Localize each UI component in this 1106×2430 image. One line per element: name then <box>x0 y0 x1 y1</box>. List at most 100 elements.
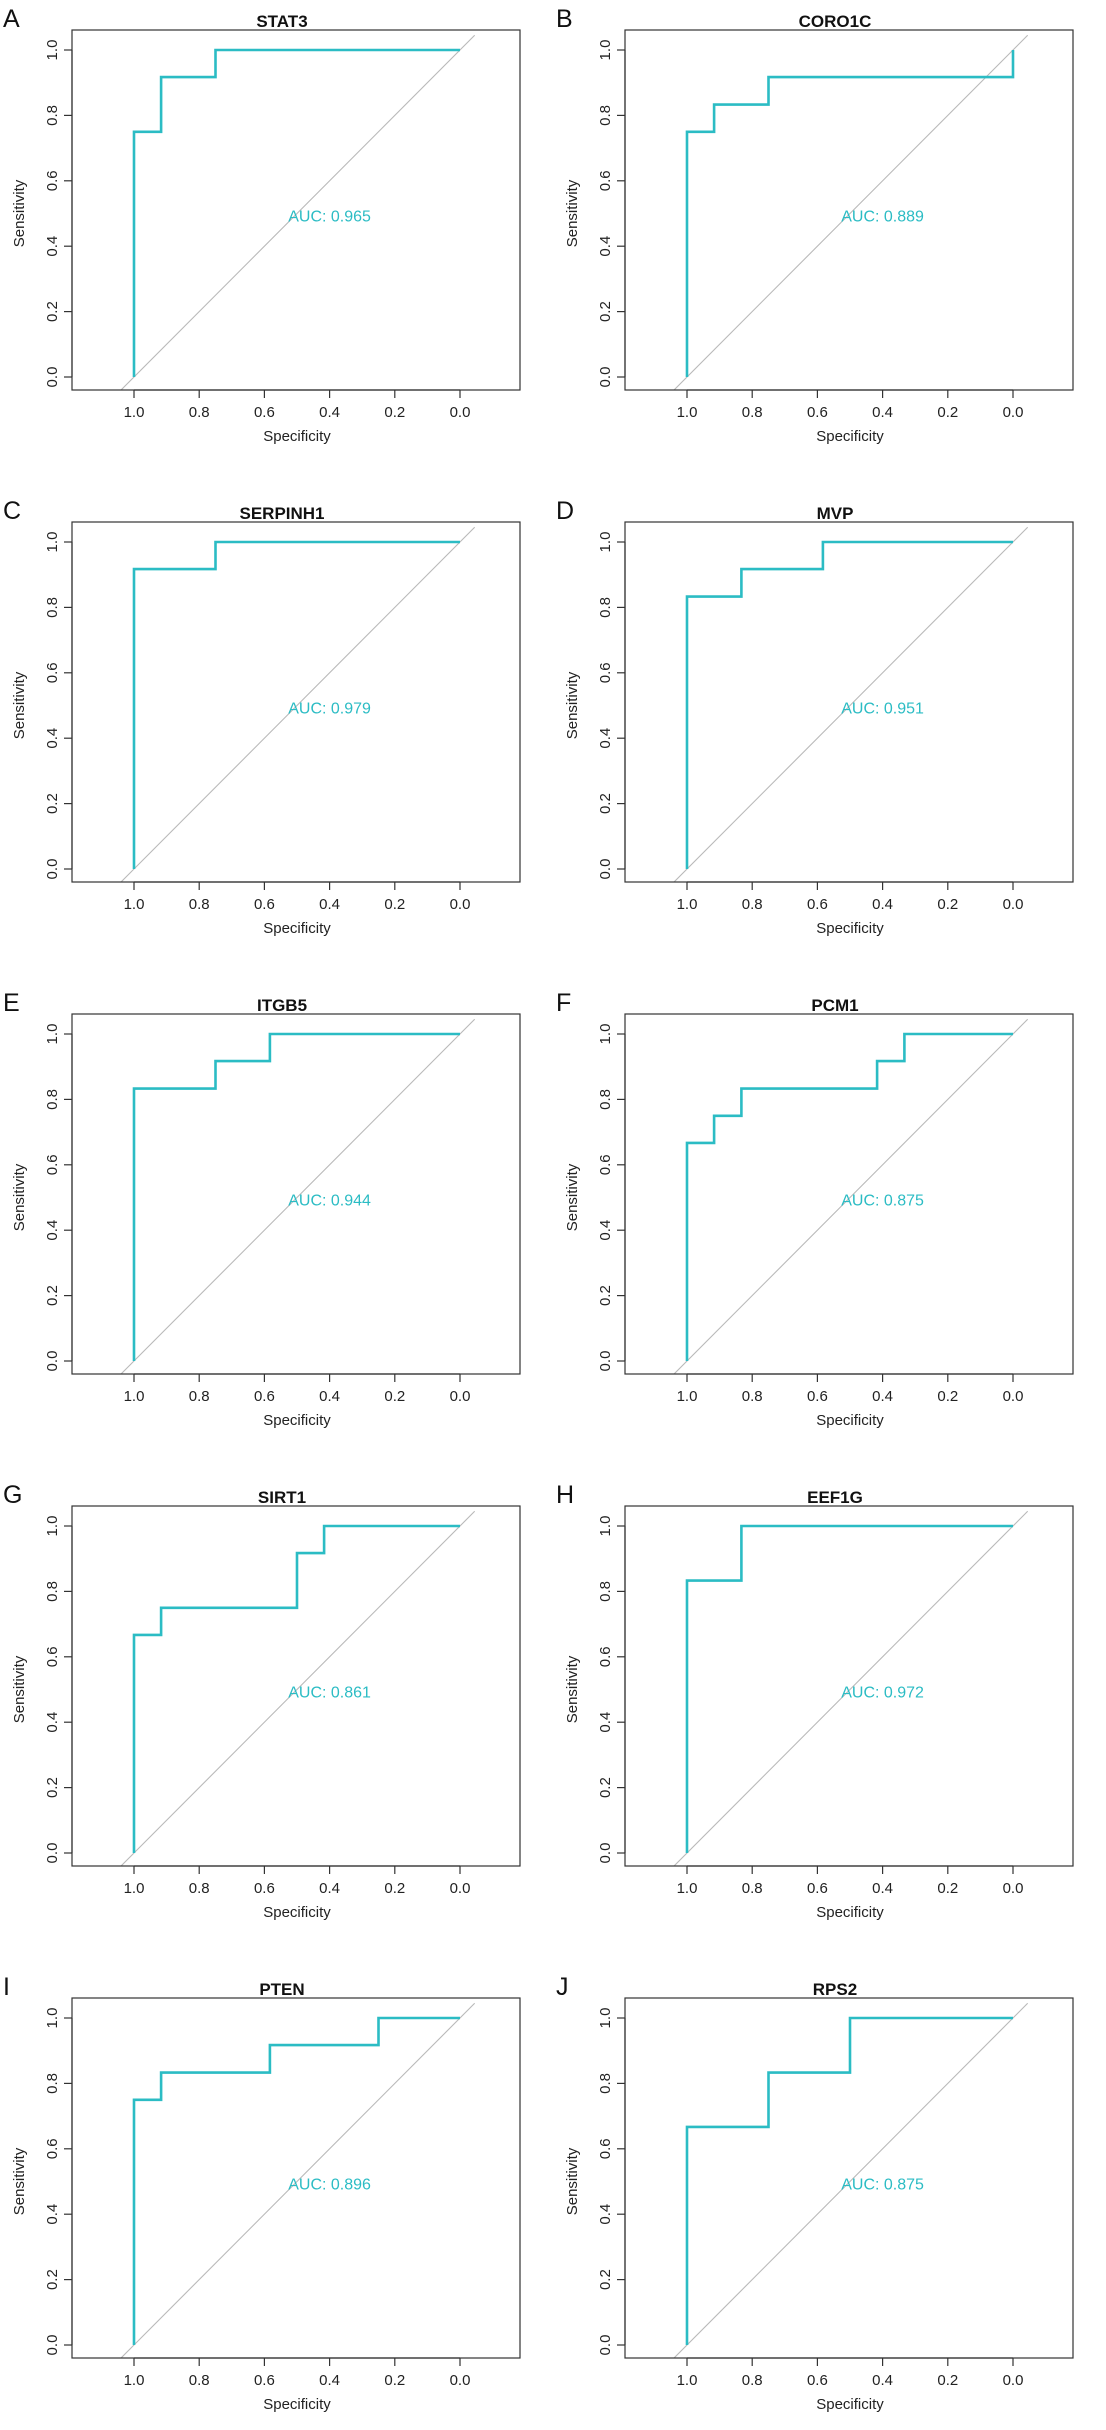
y-tick-label: 0.8 <box>44 597 61 618</box>
x-tick-label: 0.2 <box>937 2372 958 2389</box>
x-tick-label: 0.2 <box>937 1388 958 1405</box>
y-tick-label: 0.0 <box>597 367 614 388</box>
panel-title: ITGB5 <box>257 996 307 1015</box>
panel-letter: D <box>556 497 574 525</box>
x-tick-label: 0.8 <box>742 896 763 913</box>
panel-title: SIRT1 <box>258 1488 306 1507</box>
y-axis-label: Sensitivity <box>11 179 28 247</box>
y-tick-label: 0.6 <box>44 1646 61 1667</box>
y-tick-label: 1.0 <box>597 1516 614 1537</box>
diagonal-reference-line <box>120 1018 476 1374</box>
y-tick-label: 1.0 <box>597 2008 614 2029</box>
x-tick-label: 1.0 <box>124 896 145 913</box>
panel-title: CORO1C <box>799 12 872 31</box>
x-tick-label: 0.6 <box>254 404 275 421</box>
y-tick-label: 0.6 <box>44 2138 61 2159</box>
panel-title: SERPINH1 <box>239 504 324 523</box>
y-tick-label: 0.2 <box>597 1777 614 1798</box>
x-tick-label: 0.8 <box>742 1880 763 1897</box>
panel-letter: H <box>556 1481 574 1509</box>
y-tick-label: 0.6 <box>44 170 61 191</box>
auc-label: AUC: 0.951 <box>841 700 924 717</box>
diagonal-reference-line <box>120 2002 476 2358</box>
x-tick-label: 0.6 <box>807 404 828 421</box>
y-tick-label: 0.8 <box>597 1581 614 1602</box>
panel-title: EEF1G <box>807 1488 863 1507</box>
x-tick-label: 1.0 <box>677 1388 698 1405</box>
x-tick-label: 0.2 <box>384 1880 405 1897</box>
y-tick-label: 0.4 <box>44 1712 61 1733</box>
y-tick-label: 0.4 <box>597 1712 614 1733</box>
roc-curve <box>132 1524 460 1853</box>
y-axis-label: Sensitivity <box>11 1163 28 1231</box>
x-axis-label: Specificity <box>816 920 884 937</box>
x-axis-label: Specificity <box>263 1904 331 1921</box>
x-tick-label: 0.6 <box>807 896 828 913</box>
diagonal-reference-line <box>673 526 1029 882</box>
panel-title: MVP <box>817 504 854 523</box>
x-tick-label: 0.0 <box>1003 896 1024 913</box>
y-tick-label: 0.2 <box>44 1285 61 1306</box>
y-tick-label: 0.0 <box>44 367 61 388</box>
panel-title: STAT3 <box>256 12 307 31</box>
x-tick-label: 0.4 <box>872 896 893 913</box>
panel-letter: G <box>3 1481 22 1509</box>
y-tick-label: 0.8 <box>597 105 614 126</box>
roc-panel-e: E ITGB5 1.0 0.8 0.6 0.4 0.2 0.0 Specificity 0.0 0.… <box>3 989 521 1429</box>
panel-letter: J <box>556 1973 569 2001</box>
y-tick-label: 0.8 <box>597 597 614 618</box>
roc-panel-h: H EEF1G 1.0 0.8 0.6 0.4 0.2 0.0 Specificity 0.0 0.… <box>556 1481 1074 1921</box>
y-tick-label: 0.4 <box>44 1220 61 1241</box>
x-tick-label: 0.0 <box>1003 1880 1024 1897</box>
y-tick-label: 0.6 <box>597 170 614 191</box>
auc-label: AUC: 0.979 <box>288 700 371 717</box>
x-tick-label: 0.4 <box>872 1880 893 1897</box>
y-tick-label: 0.6 <box>44 662 61 683</box>
y-axis-label: Sensitivity <box>564 1163 581 1231</box>
x-tick-label: 0.0 <box>450 1880 471 1897</box>
x-tick-label: 0.8 <box>189 404 210 421</box>
x-tick-label: 0.6 <box>807 2372 828 2389</box>
y-tick-label: 0.4 <box>597 2204 614 2225</box>
y-tick-label: 0.6 <box>597 2138 614 2159</box>
y-axis-label: Sensitivity <box>564 179 581 247</box>
y-tick-label: 0.6 <box>597 1154 614 1175</box>
x-tick-label: 0.2 <box>384 1388 405 1405</box>
x-tick-label: 1.0 <box>124 2372 145 2389</box>
panel-letter: I <box>3 1973 10 2001</box>
x-tick-label: 0.2 <box>384 896 405 913</box>
y-tick-label: 1.0 <box>597 40 614 61</box>
x-tick-label: 1.0 <box>124 404 145 421</box>
y-tick-label: 0.2 <box>597 2269 614 2290</box>
y-tick-label: 0.8 <box>597 1089 614 1110</box>
x-tick-label: 1.0 <box>677 896 698 913</box>
x-tick-label: 0.0 <box>450 2372 471 2389</box>
x-tick-label: 0.0 <box>1003 404 1024 421</box>
auc-label: AUC: 0.861 <box>288 1684 371 1701</box>
y-tick-label: 0.0 <box>44 859 61 880</box>
panel-letter: E <box>3 989 20 1017</box>
x-tick-label: 0.6 <box>254 2372 275 2389</box>
y-tick-label: 0.6 <box>44 1154 61 1175</box>
y-axis-label: Sensitivity <box>11 2147 28 2215</box>
y-tick-label: 0.2 <box>597 1285 614 1306</box>
x-tick-label: 0.4 <box>872 2372 893 2389</box>
y-tick-label: 0.0 <box>597 1351 614 1372</box>
y-tick-label: 0.8 <box>44 2073 61 2094</box>
panel-title: PTEN <box>259 1980 304 1999</box>
x-tick-label: 0.6 <box>254 1388 275 1405</box>
x-axis-label: Specificity <box>816 1412 884 1429</box>
y-tick-label: 0.6 <box>597 1646 614 1667</box>
x-tick-label: 0.4 <box>872 404 893 421</box>
x-tick-label: 1.0 <box>677 2372 698 2389</box>
x-axis-label: Specificity <box>263 2396 331 2413</box>
roc-panel-c: C SERPINH1 1.0 0.8 0.6 0.4 0.2 0.0 Specificity 0.… <box>3 497 521 937</box>
diagonal-reference-line <box>673 2002 1029 2358</box>
y-axis-label: Sensitivity <box>11 671 28 739</box>
x-tick-label: 0.2 <box>937 1880 958 1897</box>
x-tick-label: 0.0 <box>450 1388 471 1405</box>
roc-curve <box>132 1032 460 1361</box>
y-tick-label: 0.0 <box>597 2335 614 2356</box>
auc-label: AUC: 0.972 <box>841 1684 924 1701</box>
y-tick-label: 0.8 <box>597 2073 614 2094</box>
